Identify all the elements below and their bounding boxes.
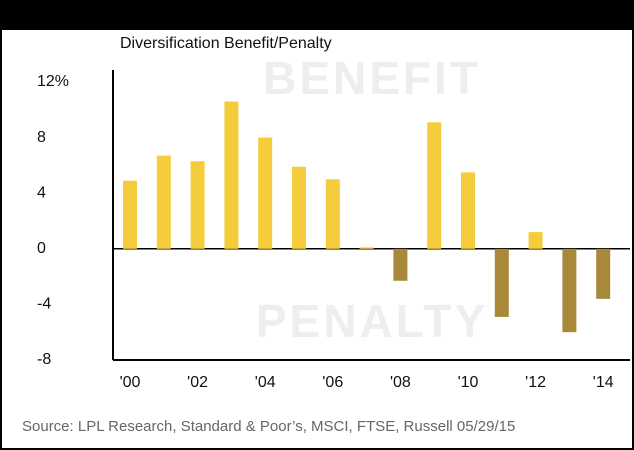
y-tick-label: 8	[37, 129, 46, 146]
chart-title: Diversification Benefit/Penalty	[120, 35, 332, 52]
bar	[596, 248, 611, 299]
x-tick-label: '14	[593, 374, 614, 391]
x-tick-label: '10	[458, 374, 479, 391]
bar	[258, 137, 273, 249]
bar	[190, 161, 205, 249]
penalty-watermark: PENALTY	[256, 295, 488, 347]
x-tick-label: '04	[255, 374, 276, 391]
bar	[393, 248, 408, 281]
bar	[156, 155, 171, 249]
bar	[224, 101, 239, 249]
y-tick-label: 12%	[37, 73, 69, 90]
bar	[123, 180, 137, 249]
y-tick-label: -8	[37, 351, 51, 368]
benefit-watermark: BENEFIT	[263, 52, 481, 104]
bar	[427, 122, 442, 249]
y-tick-label: 0	[37, 240, 46, 257]
bar	[562, 248, 577, 333]
x-tick-label: '00	[120, 374, 141, 391]
source-note: Source: LPL Research, Standard & Poor’s,…	[22, 418, 515, 435]
bar	[325, 179, 340, 249]
x-tick-label: '08	[390, 374, 411, 391]
y-tick-label: 4	[37, 184, 46, 201]
x-tick-label: '12	[525, 374, 546, 391]
bar	[292, 166, 306, 249]
bar	[359, 247, 374, 249]
x-tick-label: '06	[322, 374, 343, 391]
bar	[528, 232, 543, 249]
bar	[461, 172, 475, 249]
bar	[494, 248, 509, 317]
x-tick-label: '02	[187, 374, 208, 391]
y-tick-label: -4	[37, 296, 51, 313]
top-bar	[0, 0, 634, 30]
